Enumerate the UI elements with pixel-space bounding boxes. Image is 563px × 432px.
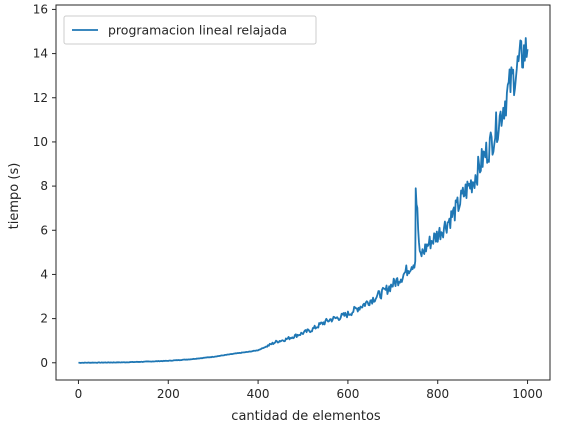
x-tick-label: 600: [336, 387, 359, 401]
x-tick-label: 400: [247, 387, 270, 401]
y-tick-label: 14: [33, 47, 48, 61]
x-axis-ticks: 0 200 400 600 800 1000: [75, 380, 543, 401]
y-axis-ticks: 0 2 4 6 8 10 12 14 16: [33, 2, 56, 370]
series-layer: [78, 37, 529, 364]
y-axis-label: tiempo (s): [7, 163, 22, 230]
legend-box: [63, 15, 317, 45]
axes-frame: [55, 4, 551, 381]
y-tick-label: 6: [40, 223, 48, 237]
y-tick-label: 12: [33, 91, 48, 105]
x-tick-label: 1000: [512, 387, 543, 401]
y-tick-label: 10: [33, 135, 48, 149]
x-tick-label: 800: [426, 387, 449, 401]
y-tick-label: 2: [40, 312, 48, 326]
x-axis-label: cantidad de elementos: [231, 409, 381, 424]
legend-label: programacion lineal relajada: [108, 23, 287, 38]
y-tick-label: 0: [40, 356, 48, 370]
series-line: [78, 37, 529, 364]
plot-frame: [55, 4, 551, 381]
y-tick-label: 4: [40, 267, 48, 281]
y-tick-label: 8: [40, 179, 48, 193]
y-tick-label: 16: [33, 2, 48, 16]
x-tick-label: 0: [75, 387, 83, 401]
legend: programacion lineal relajada: [63, 15, 317, 45]
x-tick-label: 200: [157, 387, 180, 401]
